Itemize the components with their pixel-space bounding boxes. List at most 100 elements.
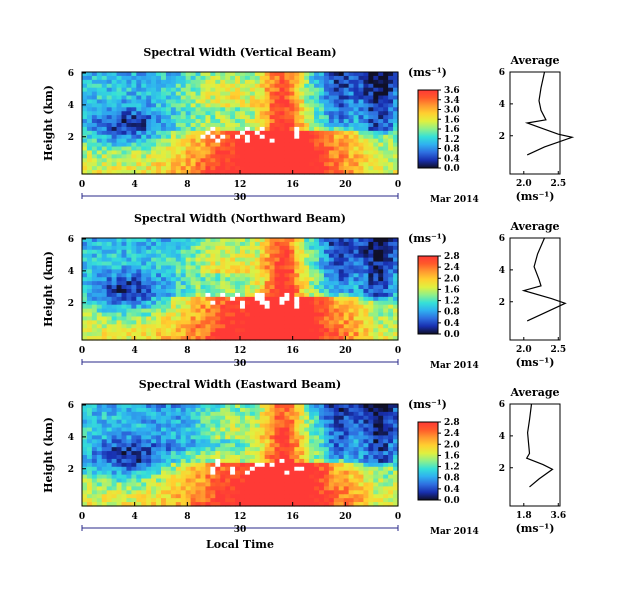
heatmap-cell (230, 111, 236, 116)
heatmap-cell (343, 146, 350, 152)
heatmap-cell (126, 332, 132, 337)
heatmap-cell (299, 423, 305, 429)
heatmap-cell (244, 79, 251, 85)
heatmap-cell (343, 277, 350, 282)
heatmap-cell (96, 308, 103, 314)
heatmap-cell (383, 158, 389, 163)
heatmap-cell (210, 269, 216, 274)
heatmap-cell (319, 249, 325, 255)
heatmap-cell (215, 249, 221, 255)
heatmap-cell (156, 170, 162, 175)
heatmap-cell (363, 142, 369, 148)
heatmap-cell (378, 316, 384, 321)
heatmap-cell (279, 134, 286, 140)
heatmap-cell (170, 115, 177, 120)
heatmap-cell (86, 431, 93, 436)
heatmap-cell (284, 87, 290, 93)
heatmap-cell (319, 455, 325, 460)
heatmap-cell (210, 439, 216, 444)
heatmap-cell (175, 95, 182, 101)
heatmap-cell (333, 494, 340, 499)
heatmap-cell (220, 332, 226, 337)
heatmap-cell (368, 91, 374, 97)
heatmap-cell (274, 245, 281, 251)
heatmap-cell (259, 455, 266, 460)
heatmap-cell (269, 304, 276, 310)
heatmap-cell (235, 324, 241, 329)
heatmap-cell (284, 103, 290, 108)
heatmap-cell (259, 115, 266, 120)
heatmap-cell (220, 245, 226, 251)
heatmap-cell (210, 324, 216, 329)
heatmap-cell (96, 87, 103, 93)
heatmap-cell (274, 324, 281, 329)
heatmap-cell (383, 328, 389, 333)
heatmap-cell (180, 170, 187, 175)
heatmap-cell (151, 316, 157, 321)
heatmap-cell (121, 490, 128, 495)
heatmap-cell (91, 411, 98, 417)
heatmap-cell (358, 158, 365, 163)
heatmap-cell (230, 336, 236, 341)
heatmap-cell (383, 91, 389, 97)
heatmap-cell (101, 332, 108, 337)
heatmap-cell (299, 443, 305, 448)
heatmap-cell (348, 158, 355, 163)
heatmap-cell (264, 107, 271, 112)
heatmap-cell (279, 95, 286, 101)
heatmap-cell (180, 257, 187, 263)
heatmap-cell (210, 419, 216, 425)
heatmap-cell (240, 490, 246, 495)
heatmap-cell (284, 478, 290, 484)
heatmap-cell (210, 411, 216, 417)
heatmap-cell (91, 324, 98, 329)
heatmap-cell (235, 482, 241, 487)
heatmap-cell (244, 115, 251, 120)
heatmap-cell (86, 265, 93, 270)
heatmap-cell (151, 257, 157, 263)
heatmap-cell (378, 107, 384, 112)
heatmap-cell (358, 138, 365, 144)
heatmap-cell (136, 289, 142, 294)
heatmap-cell (343, 458, 350, 464)
heatmap-cell (289, 123, 295, 128)
heatmap-cell (111, 332, 118, 337)
heatmap-cell (170, 83, 177, 89)
heatmap-cell (165, 75, 172, 81)
heatmap-cell (180, 166, 187, 171)
heatmap-cell (86, 119, 93, 124)
heatmap-cell (309, 415, 315, 421)
heatmap-cell (82, 238, 88, 243)
heatmap-cell (210, 253, 216, 259)
heatmap-cell (274, 170, 281, 175)
heatmap-cell (314, 443, 320, 448)
heatmap-cell (200, 498, 207, 503)
heatmap-cell (269, 170, 276, 175)
heatmap-cell (279, 154, 286, 159)
heatmap-cell (323, 245, 330, 251)
heatmap-cell (323, 83, 330, 89)
heatmap-cell (353, 411, 360, 417)
heatmap-cell (244, 146, 251, 152)
heatmap-cell (96, 158, 103, 163)
heatmap-cell (170, 336, 177, 341)
heatmap-cell (353, 292, 360, 298)
heatmap-cell (368, 300, 374, 306)
heatmap-cell (264, 130, 271, 136)
heatmap-cell (304, 261, 310, 267)
heatmap-cell (244, 265, 251, 270)
heatmap-cell (175, 490, 182, 495)
heatmap-cell (210, 241, 216, 247)
heatmap-cell (131, 451, 137, 456)
heatmap-cell (175, 316, 182, 321)
heatmap-cell (348, 115, 355, 120)
heatmap-cell (230, 269, 236, 274)
heatmap-cell (348, 253, 355, 259)
heatmap-cell (328, 170, 335, 175)
heatmap-cell (136, 273, 142, 278)
heatmap-cell (170, 119, 177, 124)
heatmap-cell (225, 407, 231, 413)
heatmap-cell (269, 154, 276, 159)
heatmap-cell (146, 87, 152, 93)
heatmap-cell (284, 502, 290, 507)
